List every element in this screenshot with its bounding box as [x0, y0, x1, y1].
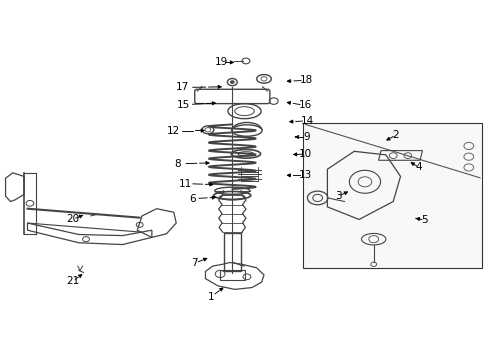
Text: 9: 9 — [303, 132, 309, 142]
Bar — [219, 270, 244, 280]
Text: 19: 19 — [214, 57, 227, 67]
Text: 12: 12 — [167, 126, 180, 135]
Circle shape — [230, 81, 234, 84]
Text: 10: 10 — [298, 149, 311, 159]
Text: 4: 4 — [415, 162, 422, 172]
Text: 7: 7 — [191, 258, 197, 268]
Text: 20: 20 — [66, 215, 79, 224]
Text: 2: 2 — [391, 130, 398, 140]
Text: 21: 21 — [66, 276, 80, 286]
Text: 17: 17 — [175, 82, 188, 93]
Text: 14: 14 — [301, 116, 314, 126]
Text: 1: 1 — [207, 292, 214, 302]
Text: 5: 5 — [421, 215, 427, 225]
Text: 18: 18 — [300, 75, 313, 85]
Text: 6: 6 — [189, 194, 195, 204]
Text: 11: 11 — [178, 179, 191, 189]
Text: 3: 3 — [335, 191, 341, 201]
Text: 15: 15 — [177, 100, 190, 110]
Text: 13: 13 — [298, 170, 311, 180]
Text: 8: 8 — [174, 159, 180, 169]
Text: 16: 16 — [298, 100, 311, 111]
Bar — [303, 123, 482, 268]
Bar — [223, 233, 241, 271]
